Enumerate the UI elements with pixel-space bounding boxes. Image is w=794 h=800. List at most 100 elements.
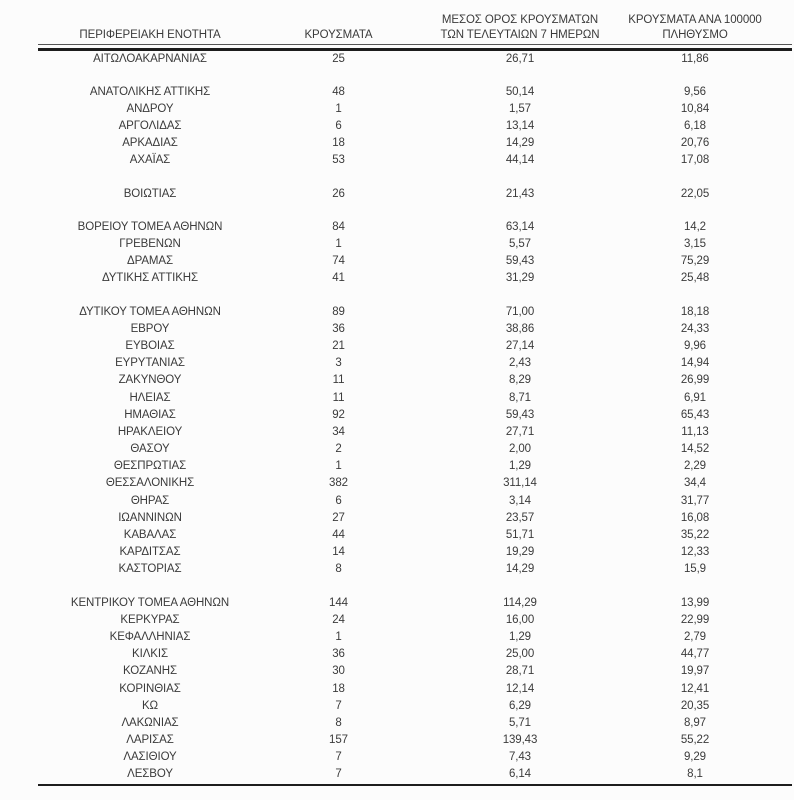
cell-region: ΛΑΚΩΝΙΑΣ bbox=[121, 716, 179, 729]
header-divider-rule bbox=[38, 48, 792, 51]
cell-per-100k: 12,33 bbox=[680, 546, 710, 559]
cell-region: ΗΛΕΙΑΣ bbox=[129, 391, 171, 404]
table-row: ΗΡΑΚΛΕΙΟΥ 34 27,71 11,13 bbox=[38, 424, 792, 441]
cell-filler bbox=[765, 424, 792, 441]
column-header-cases-label: ΚΡΟΥΣΜΑΤΑ bbox=[304, 28, 373, 41]
cell-region: ΚΑΡΔΙΤΣΑΣ bbox=[119, 546, 181, 559]
group-separator bbox=[38, 170, 792, 186]
cell-filler bbox=[765, 663, 792, 680]
cell-avg-7day: 6,14 bbox=[509, 768, 531, 781]
cell-avg-7day: 13,14 bbox=[505, 120, 535, 133]
cell-filler bbox=[765, 186, 792, 203]
cell-avg-7day: 12,14 bbox=[505, 682, 535, 695]
cell-per-100k: 16,08 bbox=[680, 511, 710, 524]
cell-filler bbox=[765, 219, 792, 236]
cell-avg-7day: 63,14 bbox=[505, 220, 535, 233]
table-row: ΗΛΕΙΑΣ 11 8,71 6,91 bbox=[38, 390, 792, 407]
cell-avg-7day: 311,14 bbox=[503, 477, 537, 490]
cell-per-100k: 65,43 bbox=[680, 408, 710, 421]
cell-filler bbox=[765, 355, 792, 372]
column-header-avg-7day-label: ΜΕΣΟΣ ΟΡΟΣ ΚΡΟΥΣΜΑΤΩΝ ΤΩΝ ΤΕΛΕΥΤΑΙΩΝ 7 Η… bbox=[440, 14, 600, 41]
cell-filler bbox=[765, 338, 792, 355]
cell-per-100k: 20,35 bbox=[680, 699, 710, 712]
cell-filler bbox=[765, 135, 792, 152]
cell-avg-7day: 5,57 bbox=[509, 238, 531, 250]
table-row: ΚΟΖΑΝΗΣ 30 28,71 19,97 bbox=[38, 663, 792, 680]
cell-region: ΖΑΚΥΝΘΟΥ bbox=[118, 374, 182, 387]
cell-filler bbox=[765, 527, 792, 544]
cell-region: ΔΥΤΙΚΗΣ ΑΤΤΙΚΗΣ bbox=[101, 272, 198, 285]
cell-per-100k: 2,29 bbox=[684, 460, 706, 473]
cell-per-100k: 17,08 bbox=[680, 154, 710, 167]
column-header-per-100k-label: ΚΡΟΥΣΜΑΤΑ ΑΝΑ 100000 ΠΛΗΘΥΣΜΟ bbox=[628, 14, 762, 41]
table-row: ΚΟΡΙΝΘΙΑΣ 18 12,14 12,41 bbox=[38, 681, 792, 698]
cell-cases: 1 bbox=[335, 630, 342, 643]
cell-per-100k: 2,79 bbox=[684, 630, 706, 643]
table-row: ΚΑΒΑΛΑΣ 44 51,71 35,22 bbox=[38, 527, 792, 544]
cell-region: ΑΡΚΑΔΙΑΣ bbox=[122, 137, 178, 150]
cell-cases: 74 bbox=[332, 255, 345, 268]
cell-cases: 2 bbox=[335, 443, 342, 456]
cell-avg-7day: 14,29 bbox=[505, 563, 535, 576]
cell-region: ΑΝΔΡΟΥ bbox=[126, 102, 174, 115]
cell-cases: 7 bbox=[335, 699, 342, 712]
cell-per-100k: 44,77 bbox=[680, 648, 710, 661]
cell-filler bbox=[765, 510, 792, 527]
cell-region: ΕΒΡΟΥ bbox=[130, 322, 170, 335]
table-row: ΑΧΑΪΑΣ 53 44,14 17,08 bbox=[38, 152, 792, 169]
cell-per-100k: 75,29 bbox=[680, 255, 710, 268]
regional-cases-table: ΠΕΡΙΦΕΡΕΙΑΚΗ ΕΝΟΤΗΤΑ ΚΡΟΥΣΜΑΤΑ ΜΕΣΟΣ ΟΡΟ… bbox=[38, 8, 792, 786]
cell-region: ΒΟΡΕΙΟΥ ΤΟΜΕΑ ΑΘΗΝΩΝ bbox=[77, 220, 223, 233]
cell-filler bbox=[765, 732, 792, 749]
table-row: ΔΡΑΜΑΣ 74 59,43 75,29 bbox=[38, 253, 792, 270]
cell-avg-7day: 6,29 bbox=[509, 699, 531, 712]
cell-region: ΑΝΑΤΟΛΙΚΗΣ ΑΤΤΙΚΗΣ bbox=[89, 85, 211, 98]
cell-cases: 26 bbox=[332, 187, 345, 200]
cell-cases: 84 bbox=[332, 220, 345, 233]
cell-cases: 157 bbox=[329, 734, 348, 747]
cell-cases: 25 bbox=[332, 52, 345, 65]
cell-avg-7day: 31,29 bbox=[505, 272, 535, 285]
table-row: ΛΑΡΙΣΑΣ 157 139,43 55,22 bbox=[38, 732, 792, 749]
cell-per-100k: 9,29 bbox=[684, 751, 706, 764]
cell-per-100k: 8,1 bbox=[687, 768, 703, 781]
table-row: ΖΑΚΥΝΘΟΥ 11 8,29 26,99 bbox=[38, 372, 792, 389]
column-header-region-label: ΠΕΡΙΦΕΡΕΙΑΚΗ ΕΝΟΤΗΤΑ bbox=[79, 28, 221, 41]
table-row: ΑΡΚΑΔΙΑΣ 18 14,29 20,76 bbox=[38, 135, 792, 152]
cell-per-100k: 14,52 bbox=[680, 443, 710, 456]
table-row: ΚΕΦΑΛΛΗΝΙΑΣ 1 1,29 2,79 bbox=[38, 629, 792, 646]
cell-region: ΔΡΑΜΑΣ bbox=[127, 255, 173, 268]
cell-avg-7day: 14,29 bbox=[505, 137, 535, 150]
cell-filler bbox=[765, 595, 792, 612]
cell-cases: 1 bbox=[335, 102, 342, 115]
cell-filler bbox=[765, 646, 792, 663]
cell-avg-7day: 1,57 bbox=[509, 102, 531, 115]
cell-per-100k: 34,4 bbox=[684, 477, 706, 490]
table-row: ΗΜΑΘΙΑΣ 92 59,43 65,43 bbox=[38, 407, 792, 424]
cell-avg-7day: 59,43 bbox=[505, 408, 535, 421]
cell-avg-7day: 19,29 bbox=[505, 546, 535, 559]
cell-region: ΑΧΑΪΑΣ bbox=[129, 154, 171, 167]
table-row: ΘΗΡΑΣ 6 3,14 31,77 bbox=[38, 493, 792, 510]
cell-filler bbox=[765, 493, 792, 510]
cell-per-100k: 31,77 bbox=[680, 494, 710, 507]
cell-per-100k: 55,22 bbox=[680, 734, 710, 747]
table-row: ΚΙΛΚΙΣ 36 25,00 44,77 bbox=[38, 646, 792, 663]
group-separator bbox=[38, 579, 792, 595]
cell-cases: 48 bbox=[332, 85, 345, 98]
cell-region: ΚΟΡΙΝΘΙΑΣ bbox=[119, 682, 181, 695]
group-separator bbox=[38, 203, 792, 219]
table-row: ΛΑΣΙΘΙΟΥ 7 7,43 9,29 bbox=[38, 749, 792, 766]
cell-avg-7day: 8,29 bbox=[509, 374, 531, 387]
cell-per-100k: 12,41 bbox=[680, 682, 710, 695]
table-row: ΚΕΝΤΡΙΚΟΥ ΤΟΜΕΑ ΑΘΗΝΩΝ 144 114,29 13,99 bbox=[38, 595, 792, 612]
cell-per-100k: 14,94 bbox=[680, 357, 710, 370]
cell-per-100k: 25,48 bbox=[680, 272, 710, 285]
cell-avg-7day: 50,14 bbox=[505, 85, 535, 98]
cell-cases: 27 bbox=[332, 511, 345, 524]
cell-region: ΕΥΡΥΤΑΝΙΑΣ bbox=[115, 357, 185, 370]
cell-per-100k: 10,84 bbox=[680, 102, 710, 115]
table-row: ΕΥΒΟΙΑΣ 21 27,14 9,96 bbox=[38, 338, 792, 355]
table-bottom-rule bbox=[38, 783, 792, 786]
cell-filler bbox=[765, 390, 792, 407]
